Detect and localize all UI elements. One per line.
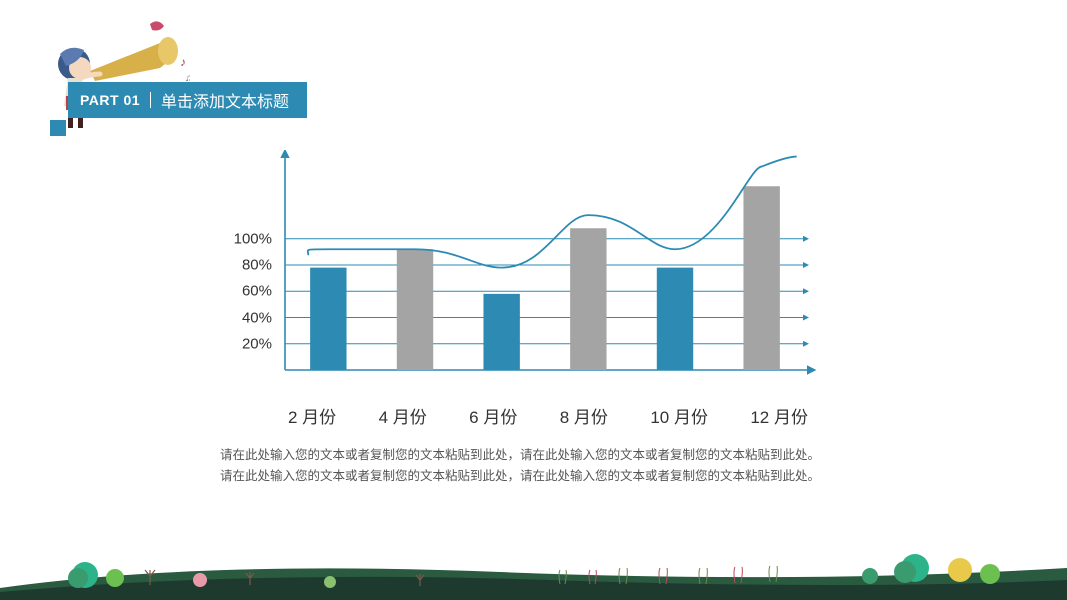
chart-canvas: [220, 150, 820, 400]
section-title: 单击添加文本标题: [151, 88, 289, 112]
y-tick-label: 40%: [242, 309, 272, 326]
body-paragraph: 请在此处输入您的文本或者复制您的文本粘贴到此处，请在此处输入您的文本或者复制您的…: [220, 445, 850, 488]
body-line-2: 请在此处输入您的文本或者复制您的文本粘贴到此处，请在此处输入您的文本或者复制您的…: [220, 466, 850, 487]
body-line-1: 请在此处输入您的文本或者复制您的文本粘贴到此处，请在此处输入您的文本或者复制您的…: [220, 445, 850, 466]
part-label: PART 01: [80, 92, 151, 108]
x-axis-labels: 2 月份 4 月份 6 月份 8 月份 10 月份 12 月份: [288, 403, 808, 428]
accent-square: [50, 120, 66, 136]
character-illustration: ♪ ♫: [30, 16, 190, 136]
x-tick-label: 10 月份: [650, 403, 708, 428]
x-tick-label: 4 月份: [379, 403, 427, 428]
y-tick-label: 60%: [242, 283, 272, 300]
y-axis-labels: 20% 40% 60% 80% 100%: [220, 150, 280, 350]
x-tick-label: 12 月份: [750, 403, 808, 428]
svg-text:♪: ♪: [180, 55, 186, 69]
y-tick-label: 80%: [242, 257, 272, 274]
combo-chart: 20%40%60%80%100% 2 月份4 月份6 月份8 月份10 月份12…: [220, 150, 820, 400]
x-tick-label: 8 月份: [560, 403, 608, 428]
footer-illustration: [0, 540, 1067, 600]
section-header: PART 01 单击添加文本标题: [68, 82, 307, 118]
x-tick-label: 2 月份: [288, 403, 336, 428]
x-tick-label: 6 月份: [469, 403, 517, 428]
y-tick-label: 100%: [234, 230, 272, 247]
y-tick-label: 20%: [242, 335, 272, 352]
